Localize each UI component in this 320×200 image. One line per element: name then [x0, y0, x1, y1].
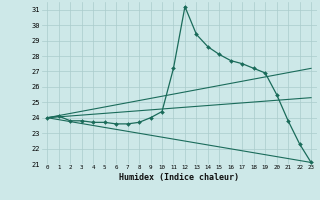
X-axis label: Humidex (Indice chaleur): Humidex (Indice chaleur)	[119, 173, 239, 182]
